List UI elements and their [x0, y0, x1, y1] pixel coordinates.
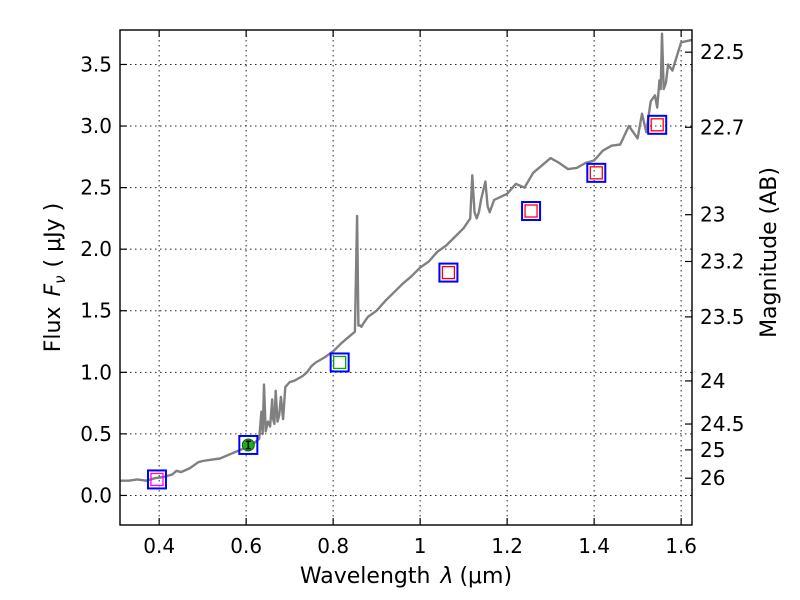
y-tick-label: 1.5: [80, 299, 112, 323]
photometry-point: [146, 469, 167, 490]
model-box-marker: [146, 469, 167, 490]
model-box-marker: [647, 114, 668, 135]
x-tick-label: 1.4: [578, 534, 610, 558]
observed-point-marker: [441, 265, 456, 280]
model-box-marker: [438, 262, 459, 283]
model-box-marker: [329, 352, 350, 373]
model-box-marker: [521, 201, 542, 222]
y-tick-label: 0.0: [80, 483, 112, 507]
y2-axis-title: Magnitude (AB): [757, 167, 782, 338]
plot-frame: [119, 29, 693, 526]
observed-point-marker: [524, 204, 538, 218]
y-tick-label: 3.0: [80, 114, 112, 138]
photometry-point: [586, 162, 607, 183]
observed-point-marker: [589, 166, 603, 180]
x-axis-title: Wavelength λ (μm): [300, 564, 512, 589]
x-tick-label: 1: [414, 534, 427, 558]
y-tick-label: 3.5: [80, 52, 112, 76]
x-tick-label: 0.8: [317, 534, 349, 558]
observed-point-marker: [650, 118, 664, 132]
y2-tick-label: 26: [700, 466, 725, 490]
y-tick-label: 2.0: [80, 237, 112, 261]
spectrum-layer: [120, 32, 693, 482]
photometry-point: [647, 114, 668, 135]
y2-tick-label: 24.5: [700, 412, 745, 436]
y-tick-label: 2.5: [80, 176, 112, 200]
model-box-marker: [586, 162, 607, 183]
model-box-marker: [238, 434, 259, 455]
photometry-point: [329, 352, 350, 373]
y2-tick-label: 23: [700, 203, 725, 227]
observed-point-marker: [333, 355, 347, 370]
y2-tick-label: 24: [700, 369, 725, 393]
y-tick-label: 0.5: [80, 422, 112, 446]
y2-tick-label: 23.5: [700, 305, 745, 329]
x-tick-label: 0.6: [230, 534, 262, 558]
y-tick-label: 1.0: [80, 360, 112, 384]
spectrum-line: [120, 32, 693, 482]
y-axis-title: FluxFν( μJy ): [41, 203, 69, 352]
y2-tick-label: 25: [700, 438, 725, 462]
y2-tick-label: 22.7: [700, 115, 745, 139]
ticks: [120, 30, 692, 525]
x-tick-label: 1.2: [491, 534, 523, 558]
x-tick-label: 0.4: [143, 534, 175, 558]
photometry-point: [438, 262, 459, 283]
x-tick-label: 1.6: [665, 534, 697, 558]
observed-point-marker: [150, 472, 164, 487]
photometry-layer: [146, 114, 668, 490]
grid: [120, 30, 692, 525]
photometry-point: [238, 434, 259, 455]
tick-labels: 0.4 0.6 0.8 1 1.2 1.4 1.6 0.0 0.5 1.0 1.5 2.0 2.5 3.0…: [80, 40, 744, 558]
photometry-point: [521, 201, 542, 222]
y2-tick-label: 23.2: [700, 249, 745, 273]
y2-tick-label: 22.5: [700, 40, 745, 64]
